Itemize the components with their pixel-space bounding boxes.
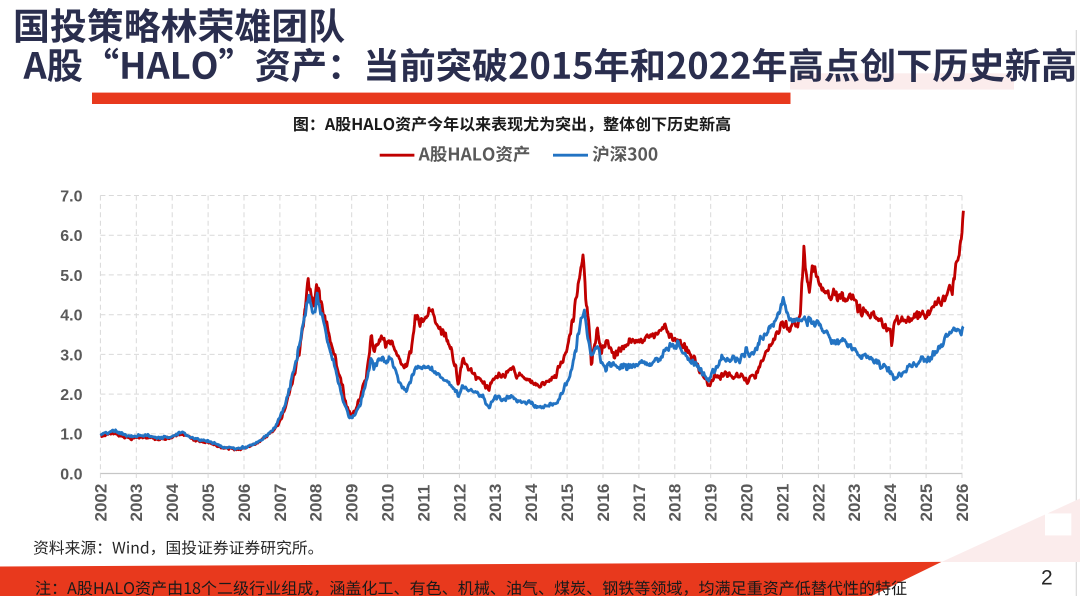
svg-text:2014: 2014 (522, 483, 541, 521)
svg-text:2010: 2010 (379, 484, 398, 522)
svg-text:5.0: 5.0 (60, 268, 82, 285)
svg-text:2026: 2026 (953, 484, 972, 522)
svg-text:2024: 2024 (881, 483, 900, 521)
svg-text:2.0: 2.0 (60, 387, 82, 404)
svg-text:7.0: 7.0 (60, 188, 82, 205)
svg-text:6.0: 6.0 (60, 228, 82, 245)
svg-text:2019: 2019 (702, 484, 721, 522)
svg-text:2022: 2022 (809, 484, 828, 522)
svg-text:2005: 2005 (199, 484, 218, 522)
svg-text:2007: 2007 (271, 484, 290, 522)
svg-text:2004: 2004 (163, 483, 182, 521)
svg-text:2021: 2021 (773, 484, 792, 522)
svg-text:2015: 2015 (558, 484, 577, 522)
svg-text:2025: 2025 (917, 484, 936, 522)
svg-text:2017: 2017 (630, 484, 649, 522)
svg-text:3.0: 3.0 (60, 347, 82, 364)
svg-text:2011: 2011 (414, 485, 433, 522)
svg-text:2016: 2016 (594, 484, 613, 522)
svg-text:2018: 2018 (666, 484, 685, 522)
svg-text:2008: 2008 (307, 484, 326, 522)
svg-text:2009: 2009 (343, 484, 362, 522)
svg-text:2012: 2012 (450, 484, 469, 522)
svg-text:4.0: 4.0 (60, 308, 82, 325)
svg-text:0.0: 0.0 (60, 466, 82, 483)
svg-text:2013: 2013 (486, 484, 505, 522)
svg-text:2020: 2020 (738, 484, 757, 522)
svg-text:2002: 2002 (91, 484, 110, 522)
svg-text:1.0: 1.0 (60, 427, 82, 444)
svg-text:2023: 2023 (845, 484, 864, 522)
svg-text:2: 2 (1041, 567, 1053, 590)
svg-text:2003: 2003 (127, 484, 146, 522)
svg-text:2006: 2006 (235, 484, 254, 522)
